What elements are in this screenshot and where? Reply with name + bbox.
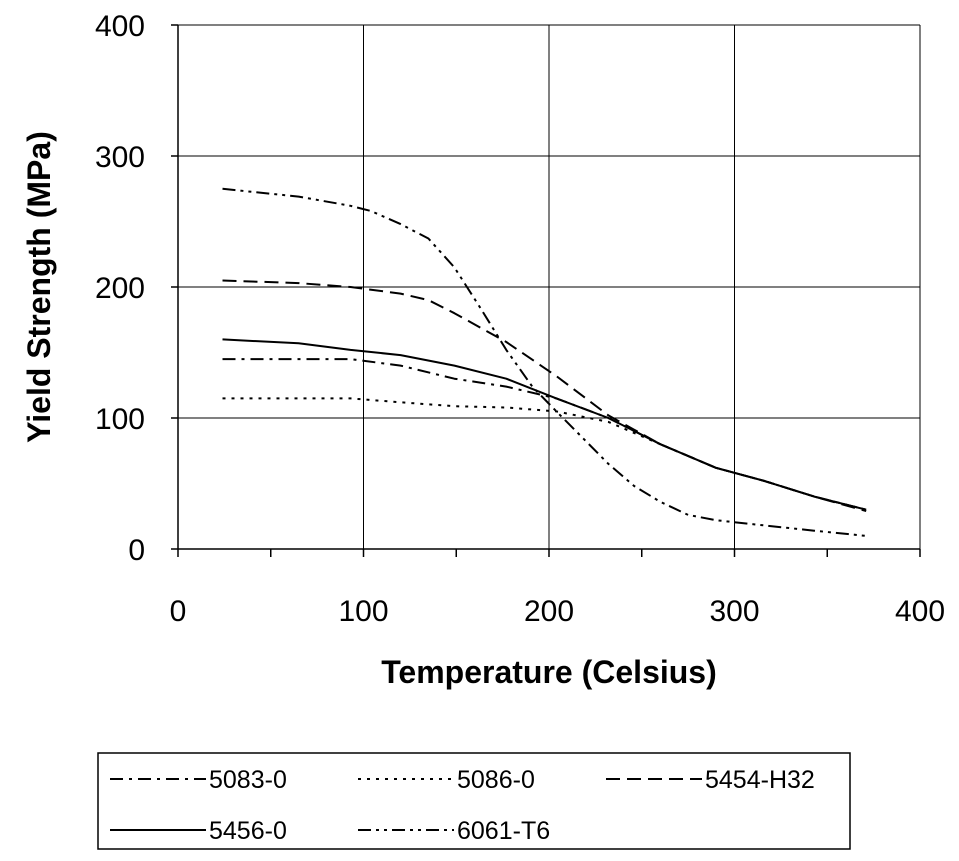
legend: 5083-0 5086-0 5454-H32 5456-0 6061-T6 (97, 752, 851, 850)
series-line-5454-h32 (222, 279, 867, 512)
y-tick-label: 100 (95, 403, 145, 436)
legend-label-6061-t6: 6061-T6 (457, 817, 550, 845)
x-tick-label: 100 (338, 595, 388, 628)
legend-label-5454-h32: 5454-H32 (705, 766, 815, 794)
x-axis-title: Temperature (Celsius) (381, 654, 717, 690)
y-tick-label: 300 (95, 141, 145, 174)
x-tick-label: 200 (524, 595, 574, 628)
y-tick-label: 400 (95, 10, 145, 43)
legend-label-5456-0: 5456-0 (209, 817, 287, 845)
legend-box (97, 752, 851, 850)
y-axis-title: Yield Strength (MPa) (21, 131, 57, 443)
axes (171, 24, 921, 557)
series-lines (222, 187, 867, 537)
y-tick-label: 0 (128, 534, 145, 567)
series-line-6061-t6 (222, 187, 867, 537)
series-line-5456-0 (222, 338, 867, 511)
gridlines (178, 24, 921, 549)
legend-label-5083-0: 5083-0 (209, 766, 287, 794)
x-tick-label: 400 (895, 595, 945, 628)
x-tick-label: 300 (709, 595, 759, 628)
legend-label-5086-0: 5086-0 (457, 766, 535, 794)
series-line-5086-0 (222, 397, 867, 511)
x-tick-label: 0 (170, 595, 187, 628)
tick-labels: 0 100 200 300 400 0 100 200 300 400 (95, 10, 945, 628)
y-tick-label: 200 (95, 272, 145, 305)
